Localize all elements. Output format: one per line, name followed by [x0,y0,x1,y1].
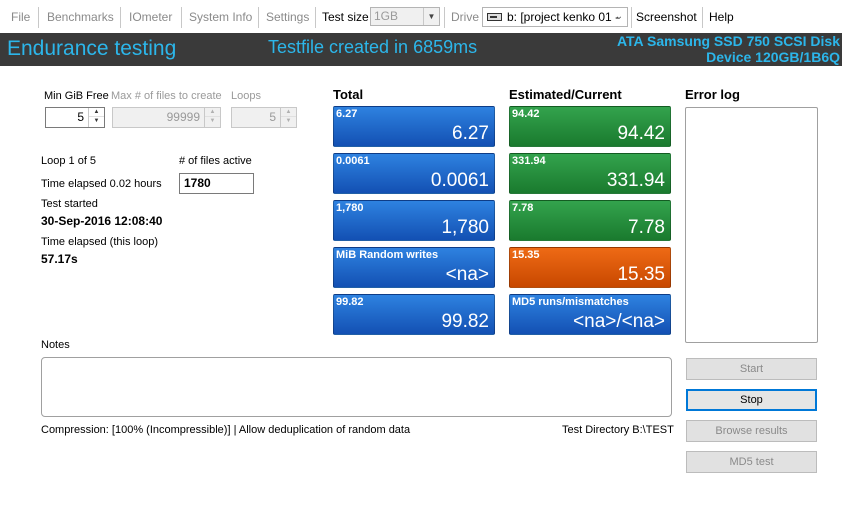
tile-value: 331.94 [606,170,665,191]
tile-title: MD5 runs/mismatches [512,296,629,308]
menu-separator [258,7,259,28]
files-active-value: 1780 [184,176,211,190]
estimated-header: Estimated/Current [509,87,622,102]
error-log-header: Error log [685,87,740,102]
drive-icon [487,13,502,21]
spinner-down-icon[interactable]: ▼ [209,118,216,124]
max-files-value: 99999 [166,110,200,124]
drive-label: Drive [451,10,480,24]
menu-screenshot[interactable]: Screenshot [636,10,697,24]
test-size-value: 1GB [374,9,399,23]
spinner-up-icon[interactable]: ▲ [89,108,104,117]
min-gib-free-label: Min GiB Free [44,90,109,102]
tile-title: 15.35 [512,249,540,261]
estimated-tile-4: 15.35 15.35 [509,247,671,288]
files-active-label: # of files active [179,155,252,167]
total-tile-2: 0.0061 0.0061 [333,153,495,194]
browse-results-button[interactable]: Browse results [686,420,817,442]
tile-title: 99.82 [336,296,364,308]
min-gib-free-spinner[interactable]: 5 ▲ ▼ [45,107,105,128]
total-tile-1: 6.27 6.27 [333,106,495,147]
menu-file[interactable]: File [11,10,31,24]
spinner-down-icon[interactable]: ▼ [93,118,100,124]
menu-separator [631,7,632,28]
loops-value: 5 [269,110,276,124]
md5-test-button[interactable]: MD5 test [686,451,817,473]
dropdown-arrow-icon: ▼ [423,8,439,25]
device-name-line1: ATA Samsung SSD 750 SCSI Disk [616,33,840,49]
menu-settings[interactable]: Settings [266,10,310,24]
spinner-up-icon[interactable]: ▲ [281,108,296,117]
tile-title: 7.78 [512,202,534,214]
menu-benchmarks[interactable]: Benchmarks [47,10,114,24]
spinner-buttons: ▲ ▼ [204,108,220,127]
loop-elapsed-label: Time elapsed (this loop) [41,236,158,248]
test-started-value: 30-Sep-2016 12:08:40 [41,214,163,228]
spinner-down-icon[interactable]: ▼ [285,118,292,124]
page-title: Endurance testing [7,37,177,60]
loops-label: Loops [231,90,261,102]
estimated-tile-1: 94.42 94.42 [509,106,671,147]
tile-value: <na> [445,264,489,285]
menu-bar: File Benchmarks IOmeter System Info Sett… [0,0,842,34]
test-size-label: Test size [322,10,369,24]
min-gib-free-value: 5 [77,110,84,124]
menu-separator [38,7,39,28]
start-button[interactable]: Start [686,358,817,380]
drive-select[interactable]: b: [project kenko 01 - ⌄ [482,7,628,27]
menu-separator [315,7,316,28]
time-elapsed: Time elapsed 0.02 hours [41,178,162,190]
tile-title: 94.42 [512,108,540,120]
tile-value: 15.35 [617,264,665,285]
tile-value: 6.27 [452,123,489,144]
menu-separator [444,7,445,28]
spinner-buttons: ▲ ▼ [280,108,296,127]
files-active-field[interactable]: 1780 [179,173,254,194]
menu-separator [702,7,703,28]
max-files-label: Max # of files to create [111,90,222,102]
compression-info: Compression: [100% (Incompressible)] | A… [41,424,411,436]
notes-label: Notes [41,339,70,351]
test-size-select[interactable]: 1GB ▼ [370,7,440,26]
tile-value: 1,780 [441,217,489,238]
menu-system-info[interactable]: System Info [189,10,253,24]
total-header: Total [333,87,364,102]
menu-separator [181,7,182,28]
drive-value: b: [project kenko 01 - [507,10,620,24]
status-message: Testfile created in 6859ms [268,37,478,57]
device-name-line2: Device 120GB/1B6Q [706,49,840,65]
estimated-tile-2: 331.94 331.94 [509,153,671,194]
tile-value: 0.0061 [430,170,489,191]
tile-value: <na>/<na> [573,311,665,332]
tile-title: 331.94 [512,155,546,167]
estimated-tile-5: MD5 runs/mismatches <na>/<na> [509,294,671,335]
chevron-down-icon: ⌄ [614,11,624,22]
loops-spinner[interactable]: 5 ▲ ▼ [231,107,297,128]
tile-value: 7.78 [628,217,665,238]
menu-iometer[interactable]: IOmeter [129,10,173,24]
estimated-tile-3: 7.78 7.78 [509,200,671,241]
total-tile-5: 99.82 99.82 [333,294,495,335]
total-tile-4: MiB Random writes <na> [333,247,495,288]
tile-value: 99.82 [441,311,489,332]
total-tile-3: 1,780 1,780 [333,200,495,241]
max-files-spinner[interactable]: 99999 ▲ ▼ [112,107,221,128]
tile-title: 0.0061 [336,155,370,167]
stop-button[interactable]: Stop [686,389,817,411]
tile-title: MiB Random writes [336,249,439,261]
test-directory: Test Directory B:\TEST [562,424,674,436]
loop-elapsed-value: 57.17s [41,252,78,266]
menu-help[interactable]: Help [709,10,734,24]
notes-textarea[interactable] [41,357,672,417]
menu-separator [120,7,121,28]
spinner-buttons: ▲ ▼ [88,108,104,127]
tile-title: 6.27 [336,108,358,120]
tile-value: 94.42 [617,123,665,144]
header-band: Endurance testing Testfile created in 68… [0,33,842,66]
tile-title: 1,780 [336,202,364,214]
spinner-up-icon[interactable]: ▲ [205,108,220,117]
loop-counter: Loop 1 of 5 [41,155,97,167]
error-log-list[interactable] [685,107,818,343]
test-started-label: Test started [41,198,98,210]
